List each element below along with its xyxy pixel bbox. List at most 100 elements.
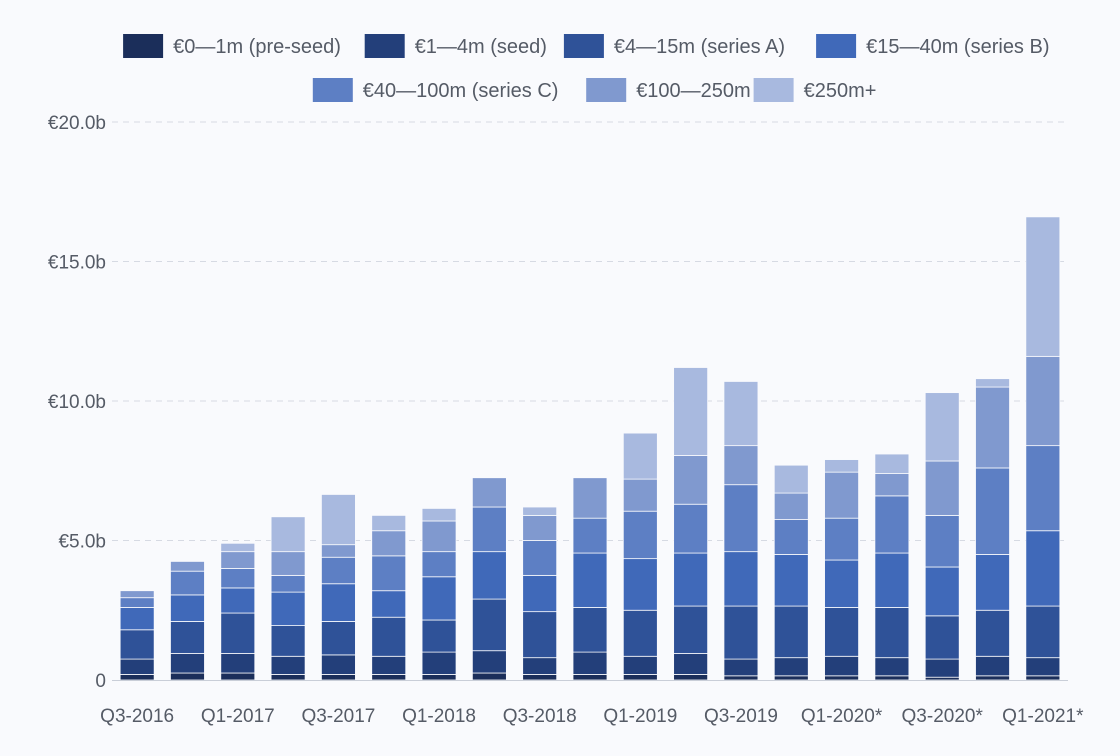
bar-segment [170, 672, 205, 681]
bar-segment [270, 551, 306, 576]
legend-item: €250m+ [753, 78, 876, 102]
bar-segment [522, 657, 558, 675]
bar-segment [673, 455, 709, 505]
legend-swatch [563, 34, 604, 58]
x-tick-label: Q1-2018 [402, 706, 476, 727]
bar-segment [321, 544, 356, 558]
bar-segment [471, 650, 507, 674]
y-tick-label: €15.0b [48, 253, 106, 274]
x-axis: Q3-2016 Q1-2017 Q3-2017 Q1-2018 Q3-2018 Q1-20… [100, 680, 1084, 727]
bar-segment [1025, 657, 1061, 677]
bar-segment [471, 477, 507, 508]
y-tick-label: €10.0b [48, 392, 106, 413]
bar-segment [673, 367, 709, 456]
bar-segment [1025, 355, 1061, 447]
bar-segment [824, 675, 859, 681]
bar-segment [119, 674, 155, 681]
bar-segment [1025, 530, 1061, 607]
bar-segment [723, 551, 759, 607]
legend-swatch [312, 78, 353, 102]
bar-segment [572, 552, 608, 608]
bar-segment [975, 554, 1010, 611]
bar-segment [723, 381, 759, 447]
legend-swatch [816, 34, 857, 58]
bar-segment [119, 607, 155, 631]
bar-segment [572, 477, 608, 519]
bar-segment [824, 559, 859, 608]
bar-segment [824, 607, 859, 657]
x-tick-label: Q3-2017 [301, 706, 375, 727]
legend-item: €0—1m (pre-seed) [123, 34, 341, 58]
x-tick-label: Q3-2016 [100, 706, 174, 727]
bar-segment [773, 464, 809, 494]
bar-stack [371, 514, 407, 681]
bar-segment [270, 516, 306, 553]
x-tick-label: Q1-2019 [603, 706, 677, 727]
bar-segment [522, 574, 558, 613]
bar-segment [170, 561, 205, 572]
bar-segment [270, 625, 306, 657]
bar-segment [773, 519, 809, 555]
bar-segment [975, 655, 1010, 677]
bar-stack [572, 477, 608, 681]
bar-segment [874, 453, 910, 474]
bar-segment [220, 653, 256, 674]
bar-segment [874, 675, 910, 681]
bar-segment [673, 653, 709, 675]
bar-segment [220, 612, 256, 654]
bar-stack [220, 542, 256, 681]
bar-segment [924, 615, 960, 660]
bar-segment [874, 473, 910, 497]
bar-segment [924, 392, 960, 462]
bar-segment [321, 654, 356, 675]
bar-segment [723, 658, 759, 677]
bar-stack [874, 453, 910, 681]
bar-segment [471, 551, 507, 600]
bars [119, 216, 1061, 681]
bar-segment [471, 506, 507, 553]
y-tick-label: €20.0b [48, 113, 106, 134]
bar-segment [723, 445, 759, 486]
bar-segment [119, 629, 155, 660]
x-tick-label: Q3-2019 [704, 706, 778, 727]
bar-segment [773, 675, 809, 681]
bar-stack [773, 464, 809, 681]
bar-segment [421, 508, 457, 522]
bar-stack [170, 561, 205, 681]
bar-stack [824, 459, 859, 681]
legend-label: €15—40m (series B) [866, 36, 1049, 58]
bar-segment [673, 674, 709, 681]
bar-segment [572, 607, 608, 653]
legend-item: €4—15m (series A) [563, 34, 785, 58]
bar-segment [170, 570, 205, 596]
bar-segment [321, 621, 356, 656]
bar-segment [270, 655, 306, 675]
bar-segment [824, 459, 859, 473]
bar-segment [270, 674, 306, 681]
bar-segment [622, 478, 658, 512]
y-tick-label: 0 [95, 671, 106, 692]
bar-segment [421, 551, 457, 578]
bar-segment [924, 514, 960, 568]
bar-segment [723, 605, 759, 660]
legend-label: €0—1m (pre-seed) [173, 36, 341, 58]
bar-segment [421, 520, 457, 553]
bar-segment [119, 658, 155, 675]
bar-stack [270, 516, 306, 681]
bar-segment [773, 605, 809, 659]
bar-stack [975, 378, 1010, 681]
bar-segment [270, 574, 306, 593]
bar-stack [321, 494, 356, 681]
bar-segment [321, 494, 356, 546]
bar-segment [220, 587, 256, 614]
legend-swatch [753, 78, 794, 102]
bar-segment [321, 556, 356, 585]
bar-segment [371, 674, 407, 681]
bar-segment [170, 653, 205, 674]
bar-segment [975, 467, 1010, 555]
bar-segment [773, 657, 809, 677]
bar-segment [371, 616, 407, 657]
bar-segment [421, 674, 457, 681]
bar-segment [773, 554, 809, 607]
bar-segment [975, 386, 1010, 469]
